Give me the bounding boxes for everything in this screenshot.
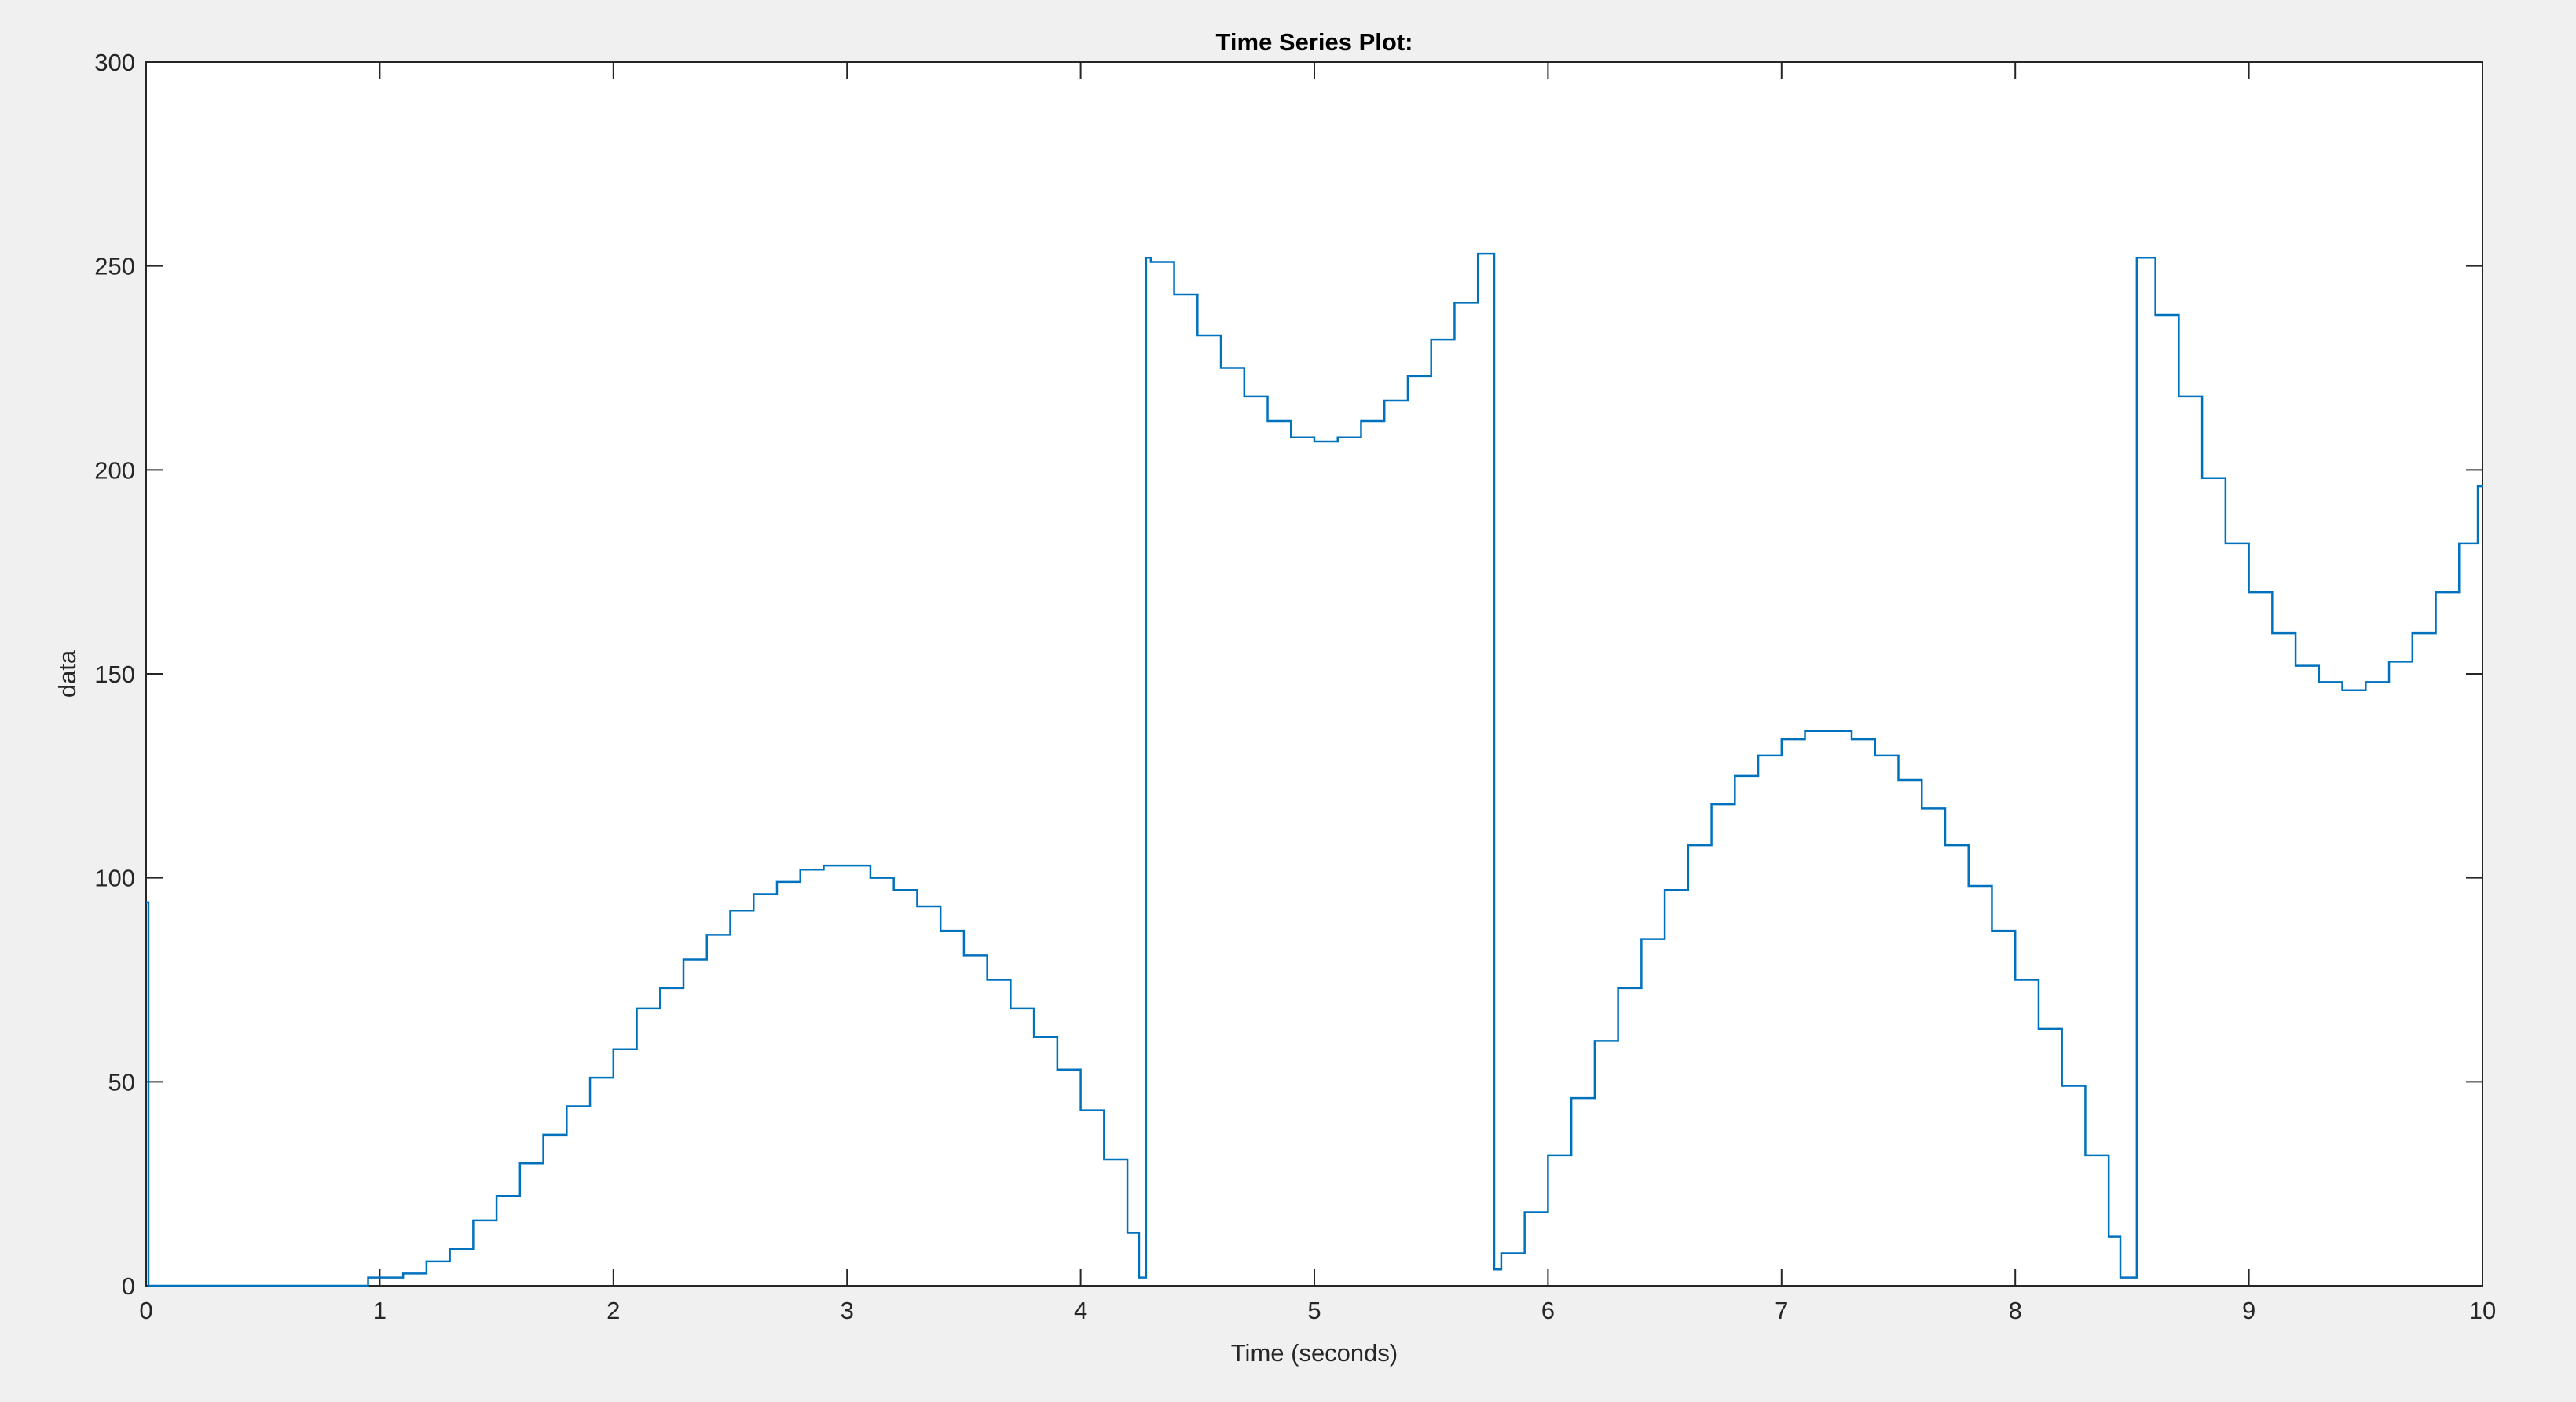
x-tick-label: 10 [2469, 1297, 2496, 1324]
x-tick-label: 5 [1307, 1297, 1321, 1324]
y-tick-label: 300 [94, 49, 135, 76]
x-tick-label: 4 [1074, 1297, 1087, 1324]
x-axis-label: Time (seconds) [1231, 1339, 1398, 1367]
y-tick-label: 250 [94, 253, 135, 280]
x-tick-label: 9 [2242, 1297, 2255, 1324]
x-tick-label: 6 [1541, 1297, 1555, 1324]
x-tick-label: 7 [1775, 1297, 1788, 1324]
data-line [146, 252, 2483, 1287]
y-tick-label: 200 [94, 456, 135, 484]
y-axis-label: data [53, 650, 81, 697]
x-tick-label: 8 [2009, 1297, 2022, 1324]
y-tick-label: 100 [94, 865, 135, 892]
y-tick-label: 0 [122, 1272, 135, 1300]
plot-area [145, 61, 2483, 1287]
x-tick-label: 2 [606, 1297, 620, 1324]
x-tick-label: 3 [841, 1297, 854, 1324]
x-tick-label: 0 [139, 1297, 152, 1324]
chart-title: Time Series Plot: [1216, 28, 1413, 56]
y-tick-label: 50 [108, 1068, 135, 1096]
x-tick-label: 1 [373, 1297, 387, 1324]
y-tick-label: 150 [94, 661, 135, 688]
